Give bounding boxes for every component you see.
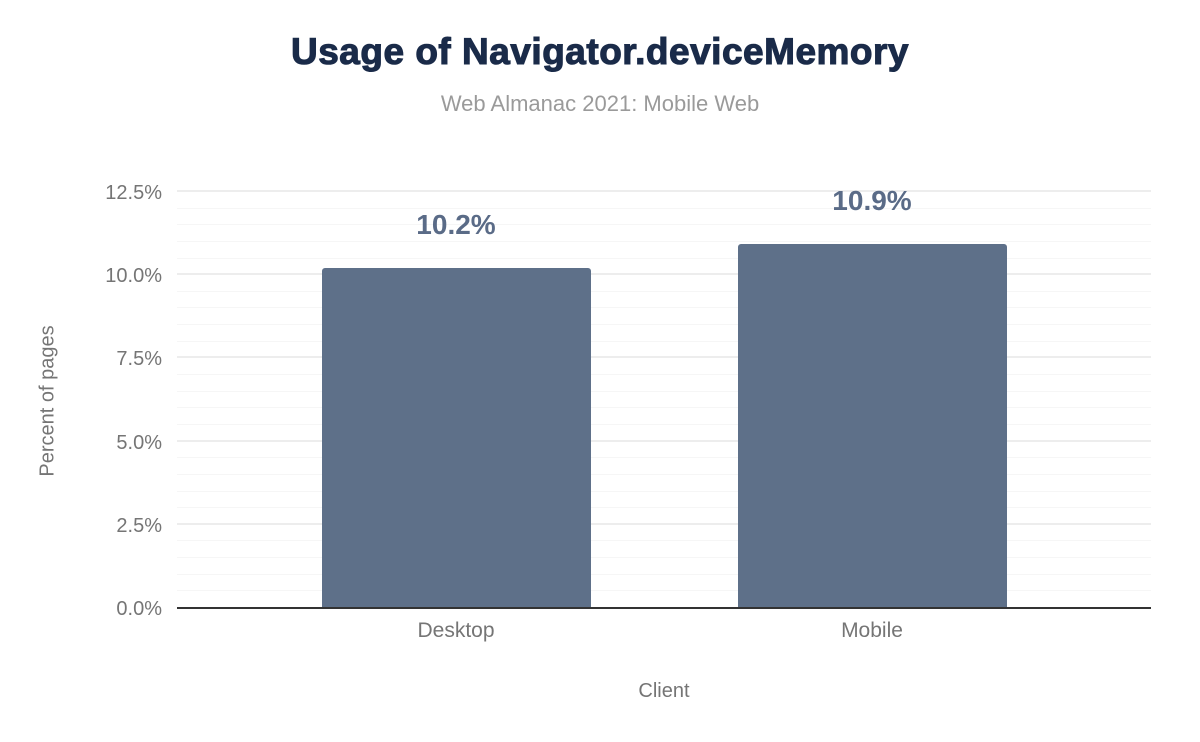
bar-value-label: 10.2% [416,208,496,240]
minor-gridline [177,490,1151,492]
minor-gridline [177,557,1151,559]
minor-gridline [177,590,1151,592]
y-tick-label: 10.0% [105,265,162,288]
y-tick-label: 7.5% [116,348,162,371]
x-axis-title: Client [638,680,690,702]
chart-title: Usage of Navigator.deviceMemory [290,30,909,72]
bar-desktop[interactable] [321,267,591,607]
bar-value-label: 10.9% [832,185,912,217]
minor-gridline [177,307,1151,309]
bar-mobile[interactable] [737,244,1007,607]
minor-gridline [177,240,1151,242]
minor-gridline [177,374,1151,376]
x-tick-label-mobile: Mobile [841,619,903,642]
bar-group-desktop: 10.2% [321,193,591,607]
y-tick-label: 12.5% [105,182,162,204]
minor-gridline [177,224,1151,226]
minor-gridline [177,573,1151,575]
minor-gridline [177,390,1151,392]
y-tick-labels: 0.0% 2.5% 5.0% 7.5% 10.0% 12.5% [0,182,162,620]
major-gridline [177,273,1151,276]
x-tick-label-desktop: Desktop [417,619,495,642]
major-gridline [177,522,1151,525]
minor-gridline [177,457,1151,459]
minor-gridline [177,507,1151,509]
minor-gridline [177,423,1151,425]
y-tick-label: 2.5% [116,514,162,537]
plot-area: 10.2% 10.9% [177,185,1151,609]
minor-gridline [177,290,1151,292]
major-gridline [177,190,1151,192]
x-tick-labels: Desktop Mobile [177,613,1151,649]
minor-gridline [177,257,1151,259]
minor-gridline [177,207,1151,209]
minor-gridline [177,540,1151,542]
minor-gridline [177,473,1151,475]
chart-subtitle: Web Almanac 2021: Mobile Web [440,91,760,116]
y-tick-label: 0.0% [116,598,162,620]
bar-group-mobile: 10.9% [737,185,1007,607]
minor-gridline [177,340,1151,342]
y-tick-label: 5.0% [116,431,162,454]
minor-gridline [177,324,1151,326]
minor-gridline [177,407,1151,409]
major-gridline [177,356,1151,359]
major-gridline [177,439,1151,442]
